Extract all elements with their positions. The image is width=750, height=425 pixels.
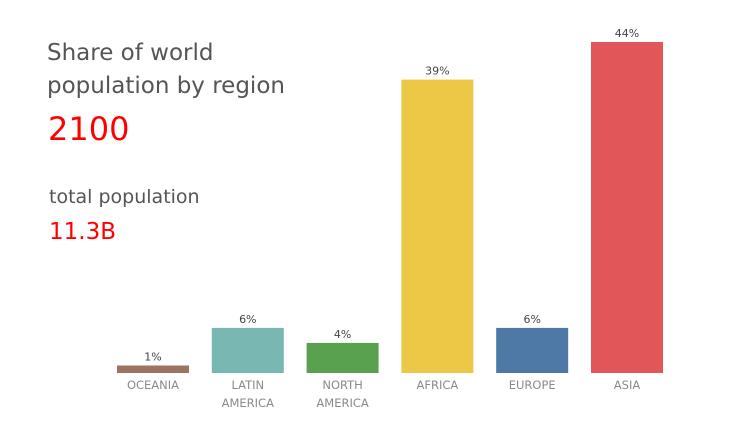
bar xyxy=(306,342,379,373)
bar xyxy=(591,42,663,373)
data-label: 1% xyxy=(144,351,161,364)
data-label: 39% xyxy=(425,65,449,78)
category-tick-label: NORTH xyxy=(322,378,362,392)
category-tick-label: ASIA xyxy=(614,378,641,392)
category-tick-label: AMERICA xyxy=(316,396,368,410)
data-label: 6% xyxy=(523,313,540,326)
bar xyxy=(401,79,474,373)
data-label: 44% xyxy=(615,27,639,40)
category-tick-label: AMERICA xyxy=(222,396,274,410)
category-tick-label: AFRICA xyxy=(417,378,459,392)
total-population-label: total population xyxy=(49,186,200,208)
total-population-value: 11.3B xyxy=(49,219,116,245)
category-tick-label: EUROPE xyxy=(509,378,556,392)
bar xyxy=(211,327,284,373)
bar xyxy=(117,365,189,373)
category-tick-label: LATIN xyxy=(231,378,264,392)
bar xyxy=(496,327,569,373)
chart-title-line-1: Share of world xyxy=(47,40,214,66)
data-label: 4% xyxy=(334,328,351,341)
data-label: 6% xyxy=(239,313,256,326)
year-label: 2100 xyxy=(48,110,130,148)
chart-title-line-2: population by region xyxy=(47,73,285,99)
category-tick-label: OCEANIA xyxy=(127,378,179,392)
